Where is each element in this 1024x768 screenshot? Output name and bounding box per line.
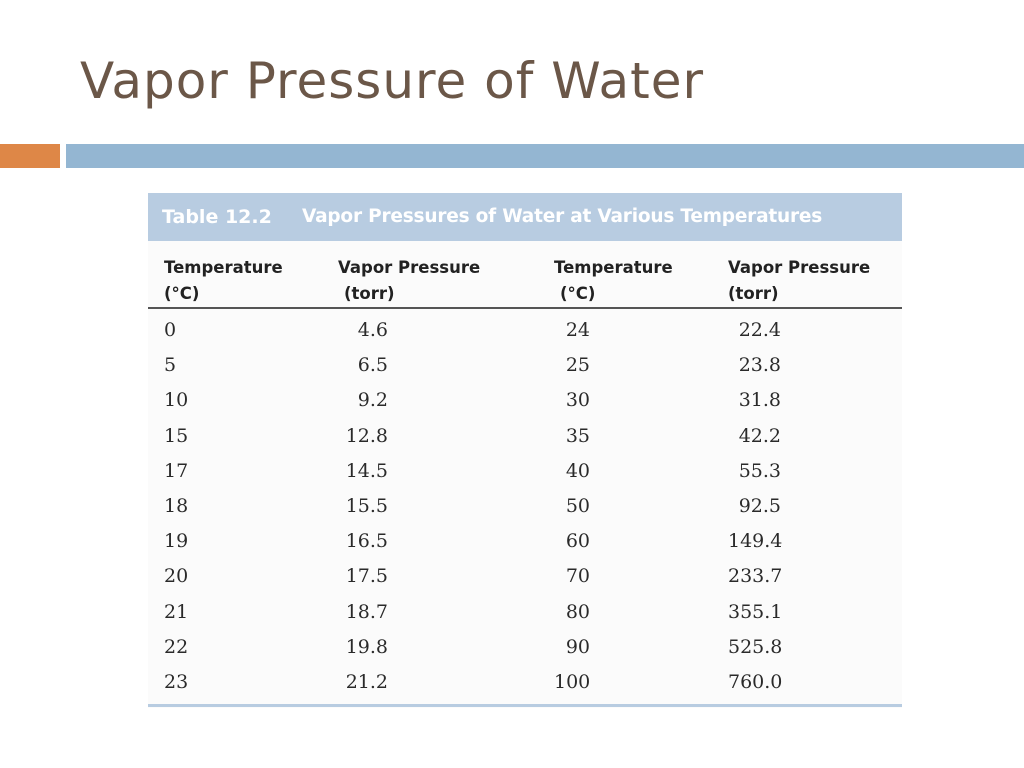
table-cell: 23 <box>164 670 189 693</box>
table-cell: 19 <box>164 530 189 553</box>
vapor-pressure-table: Table 12.2 Vapor Pressures of Water at V… <box>148 193 902 708</box>
table-cell: 14.5 <box>345 459 388 482</box>
table-cell: 12.8 <box>345 424 388 447</box>
column-header-line: Vapor Pressure <box>728 258 871 277</box>
column-header-line: Temperature <box>554 258 673 277</box>
column-header-vapor-pressure-2: Vapor Pressure (torr) <box>728 255 870 307</box>
temperature-column-1: 0 5 10 15 17 18 19 20 21 22 23 <box>164 313 234 700</box>
vapor-pressure-column-2: 22.4 23.8 31.8 42.2 55.3 92.5 149.4 233.7 355.1 5… <box>728 313 783 700</box>
column-header-line: Vapor Pressure <box>338 258 481 277</box>
table-cell: 4.6 <box>357 319 388 341</box>
table-cell: 100 <box>554 670 591 693</box>
table-cell: 25 <box>565 354 590 377</box>
table-cell: 50 <box>565 494 590 517</box>
table-cell: 70 <box>565 565 590 588</box>
table-cell: 760.0 <box>728 670 783 693</box>
column-header-line: Temperature <box>164 258 283 277</box>
table-caption-number: Table 12.2 <box>162 206 272 228</box>
table-cell: 21 <box>164 600 189 623</box>
table-cell: 18 <box>164 494 189 517</box>
table-cell: 30 <box>565 389 590 412</box>
table-cell: 6.5 <box>357 354 388 377</box>
table-cell: 5 <box>164 354 177 377</box>
table-cell: 21.2 <box>345 670 388 693</box>
column-header-vapor-pressure-1: Vapor Pressure (torr) <box>338 255 480 307</box>
table-cell: 0 <box>164 319 177 341</box>
accent-bar-blue <box>66 144 1024 168</box>
table-cell: 16.5 <box>345 530 388 553</box>
column-header-temperature-2: Temperature (°C) <box>554 255 673 307</box>
column-header-unit: (torr) <box>728 284 779 303</box>
table-bottom-border <box>148 704 902 707</box>
table-cell: 15 <box>164 424 189 447</box>
table-caption: Table 12.2 Vapor Pressures of Water at V… <box>148 193 902 241</box>
table-cell: 23.8 <box>738 354 781 377</box>
table-cell: 92.5 <box>738 494 781 517</box>
table-cell: 355.1 <box>728 600 783 623</box>
column-header-unit: (torr) <box>344 284 395 303</box>
column-header-temperature-1: Temperature (°C) <box>164 255 283 307</box>
table-cell: 55.3 <box>738 459 781 482</box>
table-cell: 10 <box>164 389 189 412</box>
table-cell: 15.5 <box>345 494 388 517</box>
table-cell: 35 <box>565 424 590 447</box>
table-cell: 22 <box>164 635 189 658</box>
table-cell: 90 <box>565 635 590 658</box>
table-cell: 233.7 <box>728 565 783 588</box>
column-header-unit: (°C) <box>164 284 200 303</box>
accent-bar-orange <box>0 144 60 168</box>
table-cell: 24 <box>565 319 590 341</box>
table-cell: 18.7 <box>345 600 388 623</box>
table-cell: 17.5 <box>345 565 388 588</box>
table-cell: 80 <box>565 600 590 623</box>
table-cell: 20 <box>164 565 189 588</box>
temperature-column-2: 24 25 30 35 40 50 60 70 80 90 100 <box>554 313 590 700</box>
column-header-unit: (°C) <box>560 284 596 303</box>
table-cell: 31.8 <box>738 389 781 412</box>
table-caption-text: Vapor Pressures of Water at Various Temp… <box>302 206 823 227</box>
table-cell: 22.4 <box>738 319 781 341</box>
table-cell: 60 <box>565 530 590 553</box>
table-cell: 42.2 <box>738 424 781 447</box>
vapor-pressure-column-1: 4.6 6.5 9.2 12.8 14.5 15.5 16.5 17.5 18.7 19.8 21.… <box>338 313 388 700</box>
table-cell: 40 <box>565 459 590 482</box>
header-divider <box>148 307 902 309</box>
table-cell: 525.8 <box>728 635 783 658</box>
table-cell: 149.4 <box>728 530 783 553</box>
table-cell: 17 <box>164 459 189 482</box>
slide-title: Vapor Pressure of Water <box>80 52 705 110</box>
table-cell: 19.8 <box>345 635 388 658</box>
table-cell: 9.2 <box>357 389 388 412</box>
